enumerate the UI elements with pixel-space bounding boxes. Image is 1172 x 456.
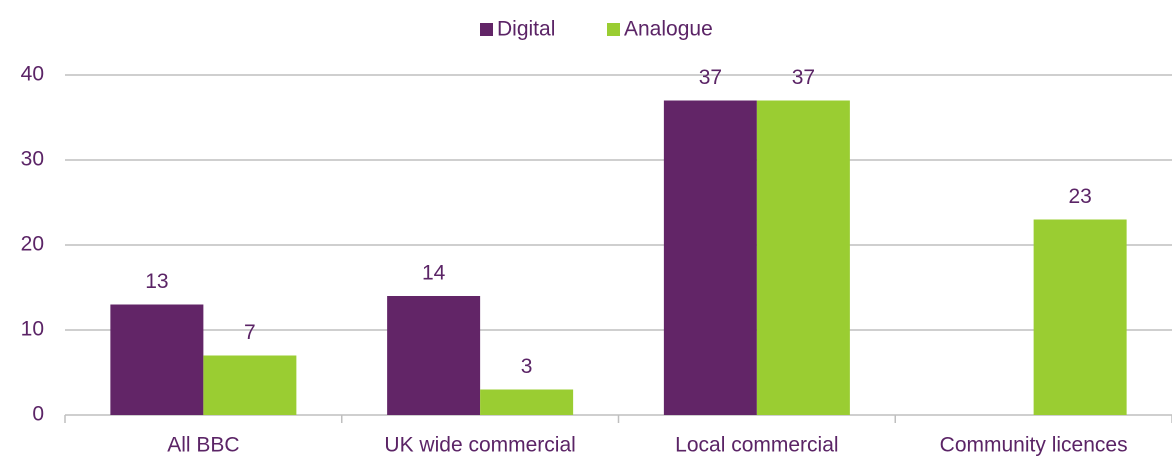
bar [480,389,574,415]
value-label: 7 [244,321,256,344]
value-label: 14 [422,262,446,285]
legend-label: Analogue [624,18,713,41]
bar [203,355,297,415]
value-label: 23 [1068,185,1091,208]
y-tick-label: 10 [21,318,44,341]
y-tick-label: 40 [21,63,44,86]
x-tick-label: Community licences [940,434,1128,456]
y-tick-label: 30 [21,148,44,171]
bar [756,100,850,415]
value-label: 37 [792,66,815,89]
value-label: 13 [145,270,168,293]
y-tick-label: 20 [21,233,44,256]
legend-swatch [480,23,493,36]
bar [1033,219,1127,415]
x-tick-label: Local commercial [675,434,838,456]
legend-label: Digital [497,18,555,41]
bar [387,296,481,415]
bar [110,304,204,415]
legend-swatch [607,23,620,36]
value-label: 37 [699,66,722,89]
x-tick-label: UK wide commercial [384,434,575,456]
value-label: 3 [521,355,533,378]
bar [663,100,757,415]
y-tick-label: 0 [32,403,44,426]
x-tick-label: All BBC [167,434,239,456]
